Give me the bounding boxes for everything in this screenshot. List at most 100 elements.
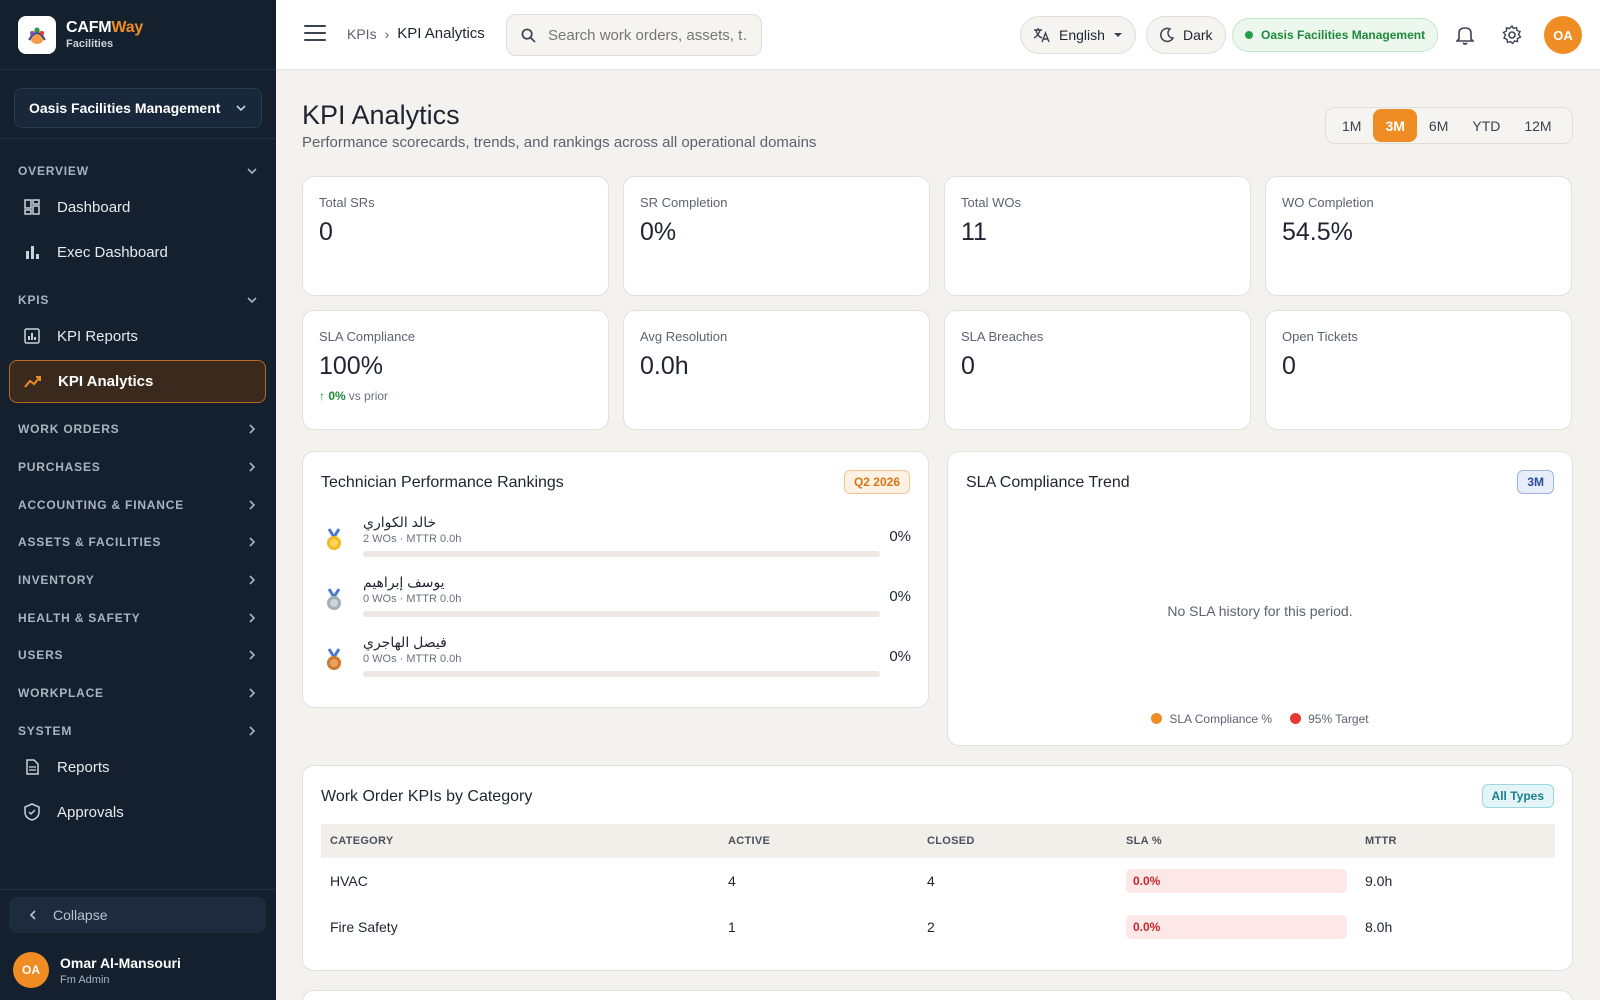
section-workplace[interactable]: WORKPLACE <box>0 683 276 703</box>
collapse-button[interactable]: Collapse <box>9 897 266 933</box>
empty-state-message: No SLA history for this period. <box>1167 603 1353 619</box>
legend-item[interactable]: SLA Compliance % <box>1151 712 1272 726</box>
column-header[interactable]: MTTR <box>1356 824 1555 858</box>
technician-score: 0% <box>889 588 911 605</box>
period-ytd[interactable]: YTD <box>1472 117 1501 134</box>
sla-trend-card: SLA Compliance Trend 3M No SLA history f… <box>947 451 1573 746</box>
ranking-row[interactable]: خالد الكواري 2 WOs · MTTR 0.0h 0% <box>321 514 911 564</box>
menu-icon[interactable] <box>304 25 326 45</box>
chart-legend: SLA Compliance % 95% Target <box>948 712 1572 726</box>
kpi-label: Total SRs <box>319 195 375 210</box>
progress-track <box>363 671 880 677</box>
sidebar-item-dashboard[interactable]: Dashboard <box>9 186 266 228</box>
section-purchases[interactable]: PURCHASES <box>0 457 276 477</box>
card-title: SLA Compliance Trend <box>966 474 1130 491</box>
table-header-row: CATEGORY ACTIVE CLOSED SLA % MTTR <box>321 824 1555 858</box>
technician-name: خالد الكواري <box>363 514 437 530</box>
ranking-row[interactable]: فيصل الهاجري 0 WOs · MTTR 0.0h 0% <box>321 634 911 684</box>
sidebar-item-kpi-reports[interactable]: KPI Reports <box>9 315 266 357</box>
period-1m[interactable]: 1M <box>1342 117 1362 134</box>
org-status-badge[interactable]: Oasis Facilities Management <box>1232 18 1439 52</box>
cell-closed: 2 <box>927 919 935 935</box>
breadcrumb-parent[interactable]: KPIs <box>347 25 377 42</box>
wo-kpis-card: Work Order KPIs by Category All Types CA… <box>302 765 1573 971</box>
wo-kpi-table: CATEGORY ACTIVE CLOSED SLA % MTTR HVAC 4… <box>321 824 1555 950</box>
period-6m[interactable]: 6M <box>1428 117 1449 134</box>
section-system[interactable]: SYSTEM <box>0 721 276 741</box>
ranking-row[interactable]: يوسف إبراهيم 0 WOs · MTTR 0.0h 0% <box>321 574 911 624</box>
column-header[interactable]: ACTIVE <box>719 824 918 858</box>
avatar[interactable]: OA <box>1544 16 1582 54</box>
user-name: Omar Al-Mansouri <box>60 954 181 971</box>
section-work-orders[interactable]: WORK ORDERS <box>0 419 276 439</box>
table-row[interactable]: Fire Safety 1 2 0.0% 8.0h <box>321 904 1555 950</box>
section-inventory-label: INVENTORY <box>18 573 95 587</box>
technician-name: فيصل الهاجري <box>363 634 447 650</box>
language-selector[interactable]: English <box>1020 16 1136 54</box>
section-users[interactable]: USERS <box>0 645 276 665</box>
kpi-value: 100% <box>319 352 383 380</box>
theme-toggle[interactable]: Dark <box>1146 16 1226 54</box>
chevron-right-icon <box>249 500 256 510</box>
period-3m[interactable]: 3M <box>1373 109 1417 142</box>
chevron-down-icon <box>236 105 246 112</box>
section-assets[interactable]: ASSETS & FACILITIES <box>0 532 276 552</box>
section-system-label: SYSTEM <box>18 724 73 738</box>
sidebar-item-label: Dashboard <box>57 198 131 216</box>
progress-track <box>363 611 880 617</box>
legend-item[interactable]: 95% Target <box>1290 712 1369 726</box>
column-header[interactable]: CATEGORY <box>321 824 719 858</box>
sidebar-item-approvals[interactable]: Approvals <box>9 791 266 833</box>
section-accounting[interactable]: ACCOUNTING & FINANCE <box>0 495 276 515</box>
section-users-label: USERS <box>18 648 64 662</box>
avatar: OA <box>13 952 49 988</box>
section-inventory[interactable]: INVENTORY <box>0 570 276 590</box>
cell-sla: 0.0% <box>1117 858 1356 904</box>
kpi-value: 0% <box>640 218 677 246</box>
kpi-card-sla-compliance: SLA Compliance 100% ↑ 0% vs prior <box>302 310 609 430</box>
table-row[interactable]: HVAC 4 4 0.0% 9.0h <box>321 858 1555 904</box>
section-overview[interactable]: OVERVIEW <box>0 161 276 181</box>
period-badge: Q2 2026 <box>843 470 910 494</box>
search-icon <box>521 28 536 43</box>
sidebar: CAFMWay Facilities Oasis Facilities Mana… <box>0 0 276 1000</box>
sidebar-item-kpi-analytics[interactable]: KPI Analytics <box>9 360 266 403</box>
cell-category: Fire Safety <box>330 919 398 935</box>
kpi-value: 0 <box>1282 352 1296 380</box>
kpi-delta-value: ↑ 0% <box>319 389 346 403</box>
technician-score: 0% <box>889 528 911 545</box>
bell-icon[interactable] <box>1453 23 1477 47</box>
brand[interactable]: CAFMWay Facilities <box>0 0 276 70</box>
gear-icon[interactable] <box>1500 23 1524 47</box>
section-workplace-label: WORKPLACE <box>18 686 104 700</box>
document-icon <box>23 758 41 776</box>
cell-mttr: 9.0h <box>1365 873 1393 889</box>
user-profile[interactable]: OA Omar Al-Mansouri Fm Admin <box>0 948 276 992</box>
column-header[interactable]: CLOSED <box>918 824 1117 858</box>
period-badge: 3M <box>1517 470 1554 494</box>
period-12m[interactable]: 12M <box>1524 117 1552 134</box>
technician-rankings-card: Technician Performance Rankings Q2 2026 … <box>302 451 929 708</box>
dashboard-icon <box>23 198 41 216</box>
legend-label: 95% Target <box>1308 712 1369 726</box>
sidebar-item-label: Reports <box>57 758 110 776</box>
type-filter-badge[interactable]: All Types <box>1481 784 1554 808</box>
cell-sla: 0.0% <box>1117 904 1356 950</box>
medal-bronze-icon <box>327 648 341 670</box>
theme-label: Dark <box>1183 27 1213 43</box>
search-input[interactable] <box>548 26 748 44</box>
collapse-label: Collapse <box>53 907 108 923</box>
search-box[interactable] <box>506 14 762 56</box>
section-health-safety[interactable]: HEALTH & SAFETY <box>0 608 276 628</box>
section-health-label: HEALTH & SAFETY <box>18 611 141 625</box>
kpi-card-avg-resolution: Avg Resolution 0.0h <box>623 310 930 430</box>
org-selector-label: Oasis Facilities Management <box>29 100 221 116</box>
sidebar-item-reports[interactable]: Reports <box>9 746 266 788</box>
column-header[interactable]: SLA % <box>1117 824 1356 858</box>
medal-gold-icon <box>327 528 341 550</box>
sidebar-item-exec-dashboard[interactable]: Exec Dashboard <box>9 231 266 273</box>
section-kpis[interactable]: KPIS <box>0 290 276 310</box>
kpi-card-sla-breaches: SLA Breaches 0 <box>944 310 1251 430</box>
brand-subtitle: Facilities <box>66 38 114 51</box>
org-selector[interactable]: Oasis Facilities Management <box>14 88 262 128</box>
